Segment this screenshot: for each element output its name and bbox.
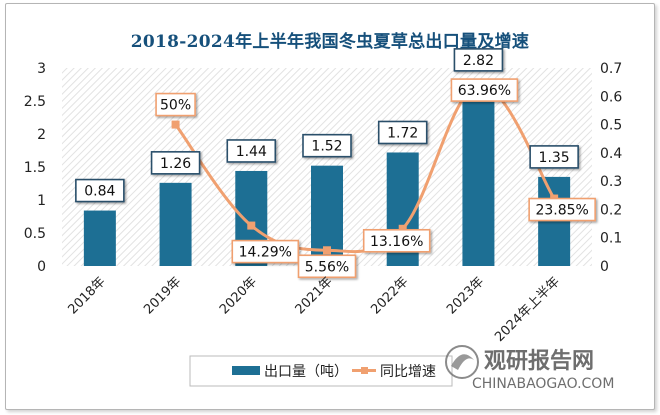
right-axis-tick-label: 0.3 — [600, 174, 622, 190]
category-label: 2023年 — [444, 274, 487, 317]
right-axis-tick-label: 0.2 — [600, 202, 622, 218]
legend-line-label: 同比增速 — [380, 364, 436, 380]
svg-text:1.35: 1.35 — [539, 150, 570, 166]
line-data-label: 23.85% — [528, 197, 596, 222]
left-axis-tick-label: 3 — [37, 61, 46, 77]
left-axis-tick-label: 1 — [37, 193, 46, 209]
category-label: 2022年 — [368, 274, 411, 317]
bar-data-label: 2.82 — [453, 48, 504, 72]
bar-6 — [462, 79, 495, 266]
bar-2 — [159, 182, 192, 266]
svg-text:1.52: 1.52 — [311, 139, 342, 155]
category-label: 2018年 — [65, 274, 108, 317]
chart-title: 2018-2024年上半年我国冬虫夏草总出口量及增速 — [130, 32, 530, 52]
svg-text:1.26: 1.26 — [160, 156, 191, 172]
svg-text:2.82: 2.82 — [463, 53, 494, 69]
svg-text:0.84: 0.84 — [84, 184, 115, 200]
svg-text:23.85%: 23.85% — [535, 203, 588, 219]
line-point-2 — [171, 120, 180, 129]
right-axis-ticks: 0 0.1 0.2 0.3 0.4 0.5 0.6 0.7 — [600, 61, 622, 275]
left-axis-tick-label: 2.5 — [24, 94, 46, 110]
svg-text:50%: 50% — [160, 98, 191, 114]
left-axis-tick-label: 1.5 — [24, 160, 46, 176]
category-label: 2021年 — [293, 274, 336, 317]
right-axis-tick-label: 0.6 — [600, 89, 622, 105]
bar-7 — [538, 176, 571, 266]
svg-text:5.56%: 5.56% — [305, 259, 349, 275]
svg-text:1.72: 1.72 — [387, 125, 418, 141]
legend: 出口量（吨） 同比增速 — [189, 355, 453, 387]
watermark-brand-en: CHINABAOGAO.COM — [472, 376, 614, 392]
right-axis-tick-label: 0.1 — [600, 231, 622, 247]
svg-text:63.96%: 63.96% — [458, 83, 511, 99]
category-axis-labels: 2018年 2019年 2020年 2021年 2022年 2023年 2024年上半年 — [65, 274, 562, 345]
bar-data-label: 1.52 — [302, 133, 352, 158]
left-axis-tick-label: 2 — [37, 127, 46, 143]
legend-bar-label: 出口量（吨） — [264, 364, 348, 380]
right-axis-tick-label: 0.7 — [600, 61, 622, 77]
line-data-label: 13.16% — [362, 228, 431, 253]
category-label: 2019年 — [141, 274, 184, 317]
bar-1 — [83, 210, 116, 266]
svg-text:13.16%: 13.16% — [370, 234, 423, 250]
right-axis-tick-label: 0 — [600, 259, 609, 275]
bar-data-label: 1.26 — [150, 151, 201, 175]
line-point-4 — [323, 246, 331, 255]
svg-text:1.44: 1.44 — [236, 144, 267, 160]
bar-data-label: 1.35 — [529, 145, 579, 169]
right-axis-tick-label: 0.4 — [600, 146, 622, 162]
watermark-brand-cn: 观研报告网 — [484, 349, 594, 374]
line-data-labels: 50% 14.29% 5.56% 13.16% 63.96% 23.85% — [155, 78, 596, 279]
legend-line-marker — [361, 367, 368, 374]
left-axis-tick-label: 0 — [37, 259, 46, 275]
line-point-5 — [398, 224, 407, 233]
right-axis-tick-label: 0.5 — [600, 118, 622, 134]
line-data-label: 50% — [155, 92, 196, 117]
left-axis-ticks: 0 0.5 1 1.5 2 2.5 3 — [24, 61, 46, 275]
svg-text:14.29%: 14.29% — [239, 245, 292, 261]
bar-data-labels: 0.84 1.26 1.44 1.52 1.72 2.82 1.35 — [75, 48, 579, 203]
watermark: 观研报告网 CHINABAOGAO.COM — [445, 345, 614, 392]
left-axis-tick-label: 0.5 — [24, 226, 46, 242]
line-data-label: 14.29% — [231, 239, 300, 264]
bar-data-label: 1.44 — [226, 139, 277, 163]
bar-data-label: 1.72 — [377, 120, 428, 145]
legend-swatch-bar — [232, 366, 260, 375]
category-label: 2024年上半年 — [492, 274, 563, 345]
line-data-label: 5.56% — [297, 254, 357, 279]
watermark-logo-icon — [445, 345, 479, 379]
category-label: 2020年 — [217, 274, 260, 317]
bar-data-label: 0.84 — [75, 178, 125, 203]
line-point-3 — [247, 221, 256, 230]
line-data-label: 63.96% — [450, 78, 519, 102]
